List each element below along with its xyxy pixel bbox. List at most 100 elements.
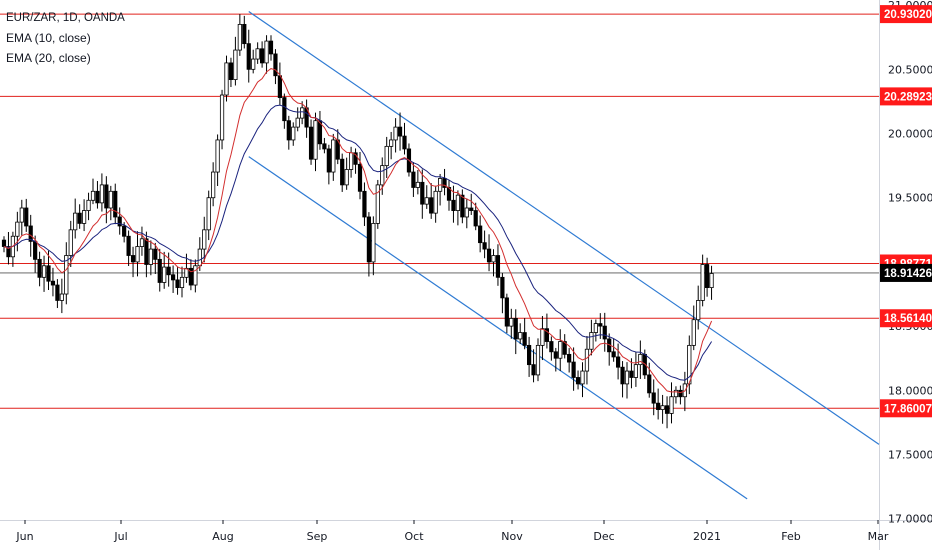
candle-body [460,194,465,218]
candle-body [68,229,73,256]
level-price-tag-label: 20.93020 [884,9,932,21]
candle-body [344,169,349,186]
candle-body [380,165,385,186]
candle-body [33,240,38,260]
candle-body [1,239,7,247]
x-tick-label: Jul [113,530,127,543]
candle-body [397,126,403,137]
candle-body [580,370,585,385]
channel-lower-line [248,156,748,500]
candle-body [104,184,109,209]
candle-body [295,117,300,128]
candle-body [464,207,469,218]
candle-body [99,184,104,204]
candle-body [633,364,639,378]
candle-body [491,255,496,263]
candle-body [6,246,11,258]
candle-body [411,171,416,188]
candle-body [24,207,29,227]
level-price-tag [880,399,932,418]
candle-body [562,341,567,355]
candle-body [549,341,554,353]
candle-body [277,75,283,98]
candle-body [611,351,616,358]
candle-body [415,181,420,188]
candle-body [148,248,153,265]
x-tick-label: Sep [307,530,328,543]
channel-upper-line [248,11,880,445]
x-tick-label: Dec [593,530,614,543]
candle-body [593,323,598,333]
candle-body [340,158,345,186]
candle-body [504,297,509,327]
candle-body [326,148,331,173]
ema20-legend: EMA (20, close) [6,51,91,65]
candle-body [117,216,122,227]
candle-body [362,190,367,218]
candle-body [473,210,478,227]
candle-body [82,210,87,224]
candle-body [540,328,545,346]
x-tick-label: 2021 [693,530,721,543]
candle-body [193,265,198,286]
candle-body [157,258,162,283]
candle-body [153,248,158,260]
candle-body [224,62,229,96]
candle-body [651,392,656,404]
candle-body [300,107,305,119]
candle-body [46,265,51,282]
candle-body [691,319,696,346]
level-price-tag [880,309,932,328]
candle-body [95,190,100,204]
level-price-tag-label: 18.56140 [884,313,932,325]
candle-body [268,40,274,55]
candle-body [162,266,167,283]
candle-body [348,152,354,170]
candle-body [518,332,523,340]
candle-body [175,279,180,289]
candle-body [513,318,518,340]
candle-body [251,58,256,70]
candle-body [282,97,287,122]
candle-body [673,389,679,398]
candle-body [41,265,47,278]
y-tick-label: 19.50000 [888,192,932,205]
candle-body [122,225,127,237]
candle-body [331,139,336,173]
symbol-title: EUR/ZAR, 1D, OANDA [6,12,125,24]
y-tick-label: 17.50000 [888,449,932,462]
x-tick-label: Mar [868,530,889,543]
candle-body [273,53,278,77]
candle-body [638,353,643,366]
candle-body [55,284,60,301]
ema20-line [3,104,713,381]
candle-body [664,405,670,414]
candle-body [393,126,398,141]
candle-body [15,221,20,237]
candle-body [509,318,514,327]
candle-body [86,199,91,211]
current-price-tag-label: 18.91426 [884,268,932,280]
candle-body [482,242,487,250]
candle-body [188,267,193,286]
candle-body [616,356,621,368]
candle-body [558,341,563,359]
candle-body [442,178,447,188]
candle-body [19,207,24,223]
candle-body [228,62,234,81]
x-tick-label: Feb [781,530,800,543]
candle-body [687,344,692,385]
candle-body [179,276,185,289]
candle-body [197,248,202,267]
candle-body [59,293,64,301]
candle-body [656,402,661,410]
candle-body [495,255,501,278]
level-price-tag [880,5,932,24]
candle-body [598,323,603,327]
candle-body [429,197,434,214]
candle-body [553,351,558,359]
candle-body [353,152,358,165]
candle-body [170,274,176,281]
candle-body [322,143,327,150]
